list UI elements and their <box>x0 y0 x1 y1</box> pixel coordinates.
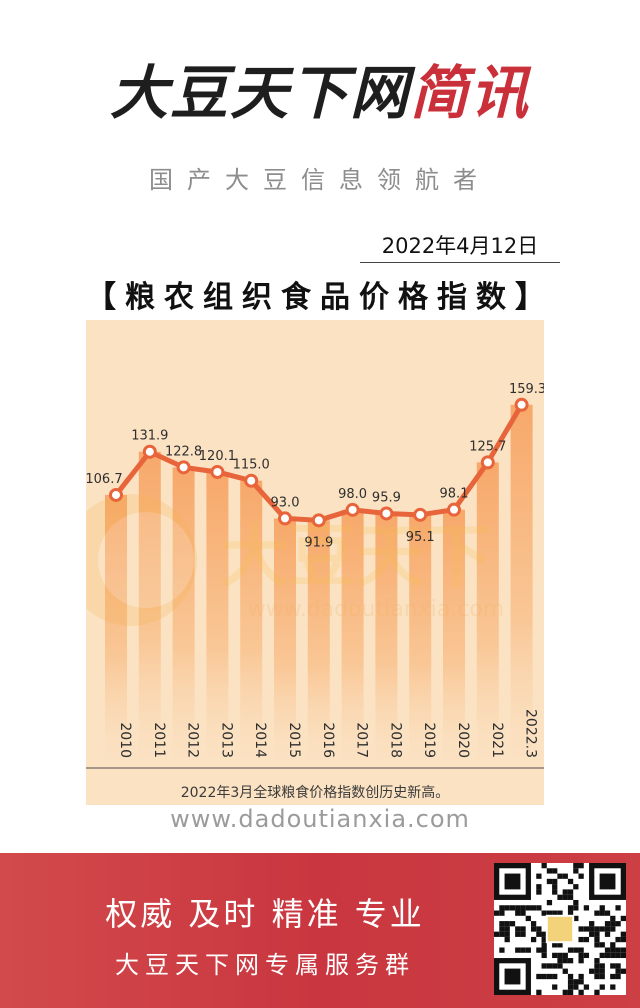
point-2015 <box>278 511 292 526</box>
value-label-2013: 120.1 <box>199 449 236 464</box>
page-title: 【粮农组织食品价格指数】 <box>86 280 554 315</box>
website-url: www.dadoutianxia.com <box>170 805 470 833</box>
value-label-2021: 125.7 <box>469 439 506 454</box>
brand-accent: 简讯 <box>410 59 531 127</box>
x-tick-label-2019: 2019 <box>421 722 437 758</box>
brand-logo: 大豆天下网简讯 <box>0 64 640 122</box>
x-tick-label-2010: 2010 <box>117 722 133 758</box>
slogan: 权威 及时 精准 专业 <box>105 895 425 933</box>
watermark-logo: 大豆天下 www.dadoutianxia.com <box>86 494 504 626</box>
brand-name: 大豆天下网 <box>109 59 410 127</box>
qr-code-icon[interactable] <box>494 863 626 995</box>
bar-2022.3 <box>510 404 533 766</box>
chart-panel: 大豆天下 www.dadoutianxia.com 2010 2011 2012 20… <box>86 320 544 805</box>
bar-2014 <box>240 480 263 766</box>
x-tick-label-2012: 2012 <box>185 722 201 758</box>
service-group-label: 大豆天下网专属服务群 <box>115 951 415 979</box>
point-2012 <box>176 460 191 475</box>
bar-2017 <box>341 509 364 766</box>
value-label-2016: 91.9 <box>304 535 333 550</box>
point-2021 <box>480 455 495 470</box>
x-tick-label-2018: 2018 <box>387 722 403 758</box>
bar-2015 <box>274 518 296 766</box>
value-label-2017: 98.0 <box>338 487 367 502</box>
chart-svg: 大豆天下 www.dadoutianxia.com 2010 2011 2012 20… <box>86 382 544 769</box>
point-2013 <box>210 464 225 479</box>
value-label-2020: 98.1 <box>440 487 469 502</box>
x-tick-label-2014: 2014 <box>252 722 268 758</box>
x-tick-label-2021: 2021 <box>489 722 505 758</box>
point-2016 <box>311 513 326 528</box>
bar-2010 <box>105 494 127 766</box>
value-label-2015: 93.0 <box>271 495 300 510</box>
x-tick-label-2011: 2011 <box>151 722 167 758</box>
bar-2013 <box>206 471 229 766</box>
bar-2011 <box>138 451 161 766</box>
x-tick-label-2016: 2016 <box>320 722 336 758</box>
chart-caption: 2022年3月全球粮食价格指数创历史新高。 <box>180 785 450 801</box>
point-2022.3 <box>514 397 529 412</box>
bar-2021 <box>476 462 499 766</box>
value-label-2018: 95.9 <box>372 490 401 505</box>
value-label-2019: 95.1 <box>406 530 435 545</box>
bar-2019 <box>409 514 432 766</box>
x-tick-label-2015: 2015 <box>286 722 302 758</box>
point-2018 <box>379 506 394 521</box>
svg-text:大豆天下: 大豆天下 <box>220 518 492 597</box>
x-tick-label-2022.3: 2022.3 <box>523 709 539 758</box>
bar-2012 <box>172 467 195 766</box>
point-2010 <box>109 487 123 502</box>
point-2014 <box>244 473 259 488</box>
bar-2016 <box>307 520 330 766</box>
value-label-2012: 122.8 <box>165 444 202 459</box>
watermark-url: www.dadoutianxia.com <box>248 597 505 622</box>
bar-2018 <box>375 513 398 766</box>
footer-banner: 权威 及时 精准 专业 大豆天下网专属服务群 <box>0 853 640 1008</box>
value-label-2010: 106.7 <box>86 472 123 487</box>
point-2017 <box>345 502 360 517</box>
point-2011 <box>142 444 157 459</box>
x-tick-label-2013: 2013 <box>218 722 234 758</box>
x-tick-label-2017: 2017 <box>354 722 370 758</box>
publish-date: 2022年4月12日 <box>360 230 560 263</box>
tagline: 国产大豆信息领航者 <box>149 166 491 194</box>
x-tick-label-2020: 2020 <box>455 722 471 758</box>
value-label-2022.3: 159.3 <box>509 382 544 397</box>
point-2020 <box>447 502 461 517</box>
value-label-2011: 131.9 <box>131 429 168 444</box>
value-label-2014: 115.0 <box>233 458 270 473</box>
point-2019 <box>413 507 428 522</box>
bar-2020 <box>443 509 465 766</box>
